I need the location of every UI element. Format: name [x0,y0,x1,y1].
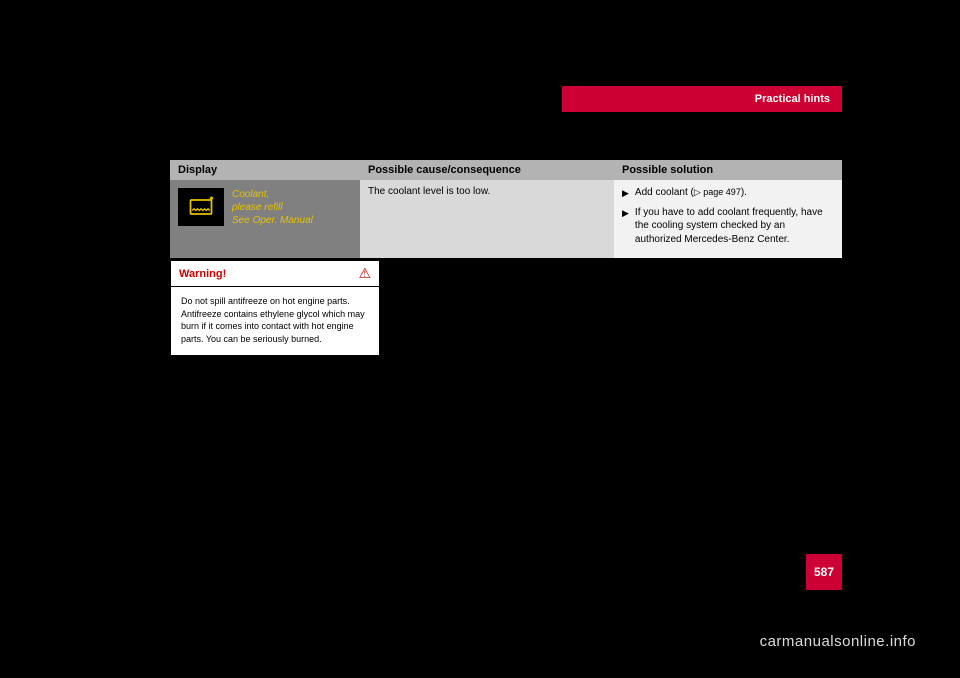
solution-item: ▶ If you have to add coolant frequently,… [622,206,834,247]
warning-box: Warning! ⚠ Do not spill antifreeze on ho… [170,260,380,356]
table-header-row: Display Possible cause/consequence Possi… [170,160,842,180]
coolant-icon [187,196,215,218]
solution-text: Add coolant (▷ page 497). [635,186,747,200]
display-cell: Coolant, please refill See Oper. Manual [170,180,360,258]
section-header-band: Practical hints [562,86,842,112]
warning-icon: ⚠ [358,265,371,282]
watermark: carmanualsonline.info [760,633,916,650]
diagnostic-table: Display Possible cause/consequence Possi… [170,160,842,258]
page-number: 587 [814,565,834,579]
display-line: Coolant, [232,188,313,201]
display-line: please refill [232,201,313,214]
warning-header: Warning! ⚠ [171,261,379,287]
cause-cell: The coolant level is too low. [360,180,614,258]
page-number-badge: 587 [806,554,842,590]
col-header-display: Display [170,160,360,180]
solution-text: If you have to add coolant frequently, h… [635,206,834,247]
solution-item: ▶ Add coolant (▷ page 497). [622,186,834,200]
display-line: See Oper. Manual [232,214,313,227]
coolant-icon-box [178,188,224,226]
warning-label: Warning! [179,268,226,280]
display-message: Coolant, please refill See Oper. Manual [232,188,313,227]
solution-cell: ▶ Add coolant (▷ page 497). ▶ If you hav… [614,180,842,258]
page-reference: ▷ page 497 [694,187,741,197]
col-header-solution: Possible solution [614,160,842,180]
bullet-icon: ▶ [622,207,629,219]
bullet-icon: ▶ [622,187,629,199]
table-row: Coolant, please refill See Oper. Manual … [170,180,842,258]
section-title: Practical hints [755,93,830,105]
solution-list: ▶ Add coolant (▷ page 497). ▶ If you hav… [622,186,834,246]
cause-text: The coolant level is too low. [368,186,490,197]
warning-body: Do not spill antifreeze on hot engine pa… [171,287,379,355]
col-header-cause: Possible cause/consequence [360,160,614,180]
